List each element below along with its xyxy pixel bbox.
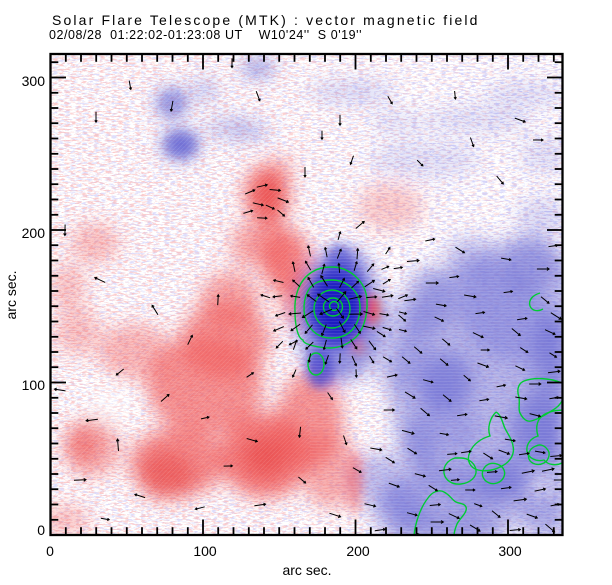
svg-text:0: 0	[37, 522, 45, 538]
svg-text:300: 300	[22, 73, 46, 89]
svg-text:300: 300	[498, 543, 522, 559]
svg-text:arc sec.: arc sec.	[282, 562, 331, 578]
svg-text:0: 0	[46, 543, 54, 559]
svg-text:200: 200	[22, 225, 46, 241]
svg-text:200: 200	[346, 543, 370, 559]
svg-text:arc sec.: arc sec.	[3, 270, 19, 319]
svg-text:02/08/28 01:22:02-01:23:08 UT: 02/08/28 01:22:02-01:23:08 UT W10'24'' S…	[49, 28, 362, 42]
svg-text:100: 100	[193, 543, 217, 559]
svg-text:Solar Flare Telescope (MTK) :: Solar Flare Telescope (MTK) : vector mag…	[52, 12, 480, 28]
svg-text:100: 100	[22, 377, 46, 393]
